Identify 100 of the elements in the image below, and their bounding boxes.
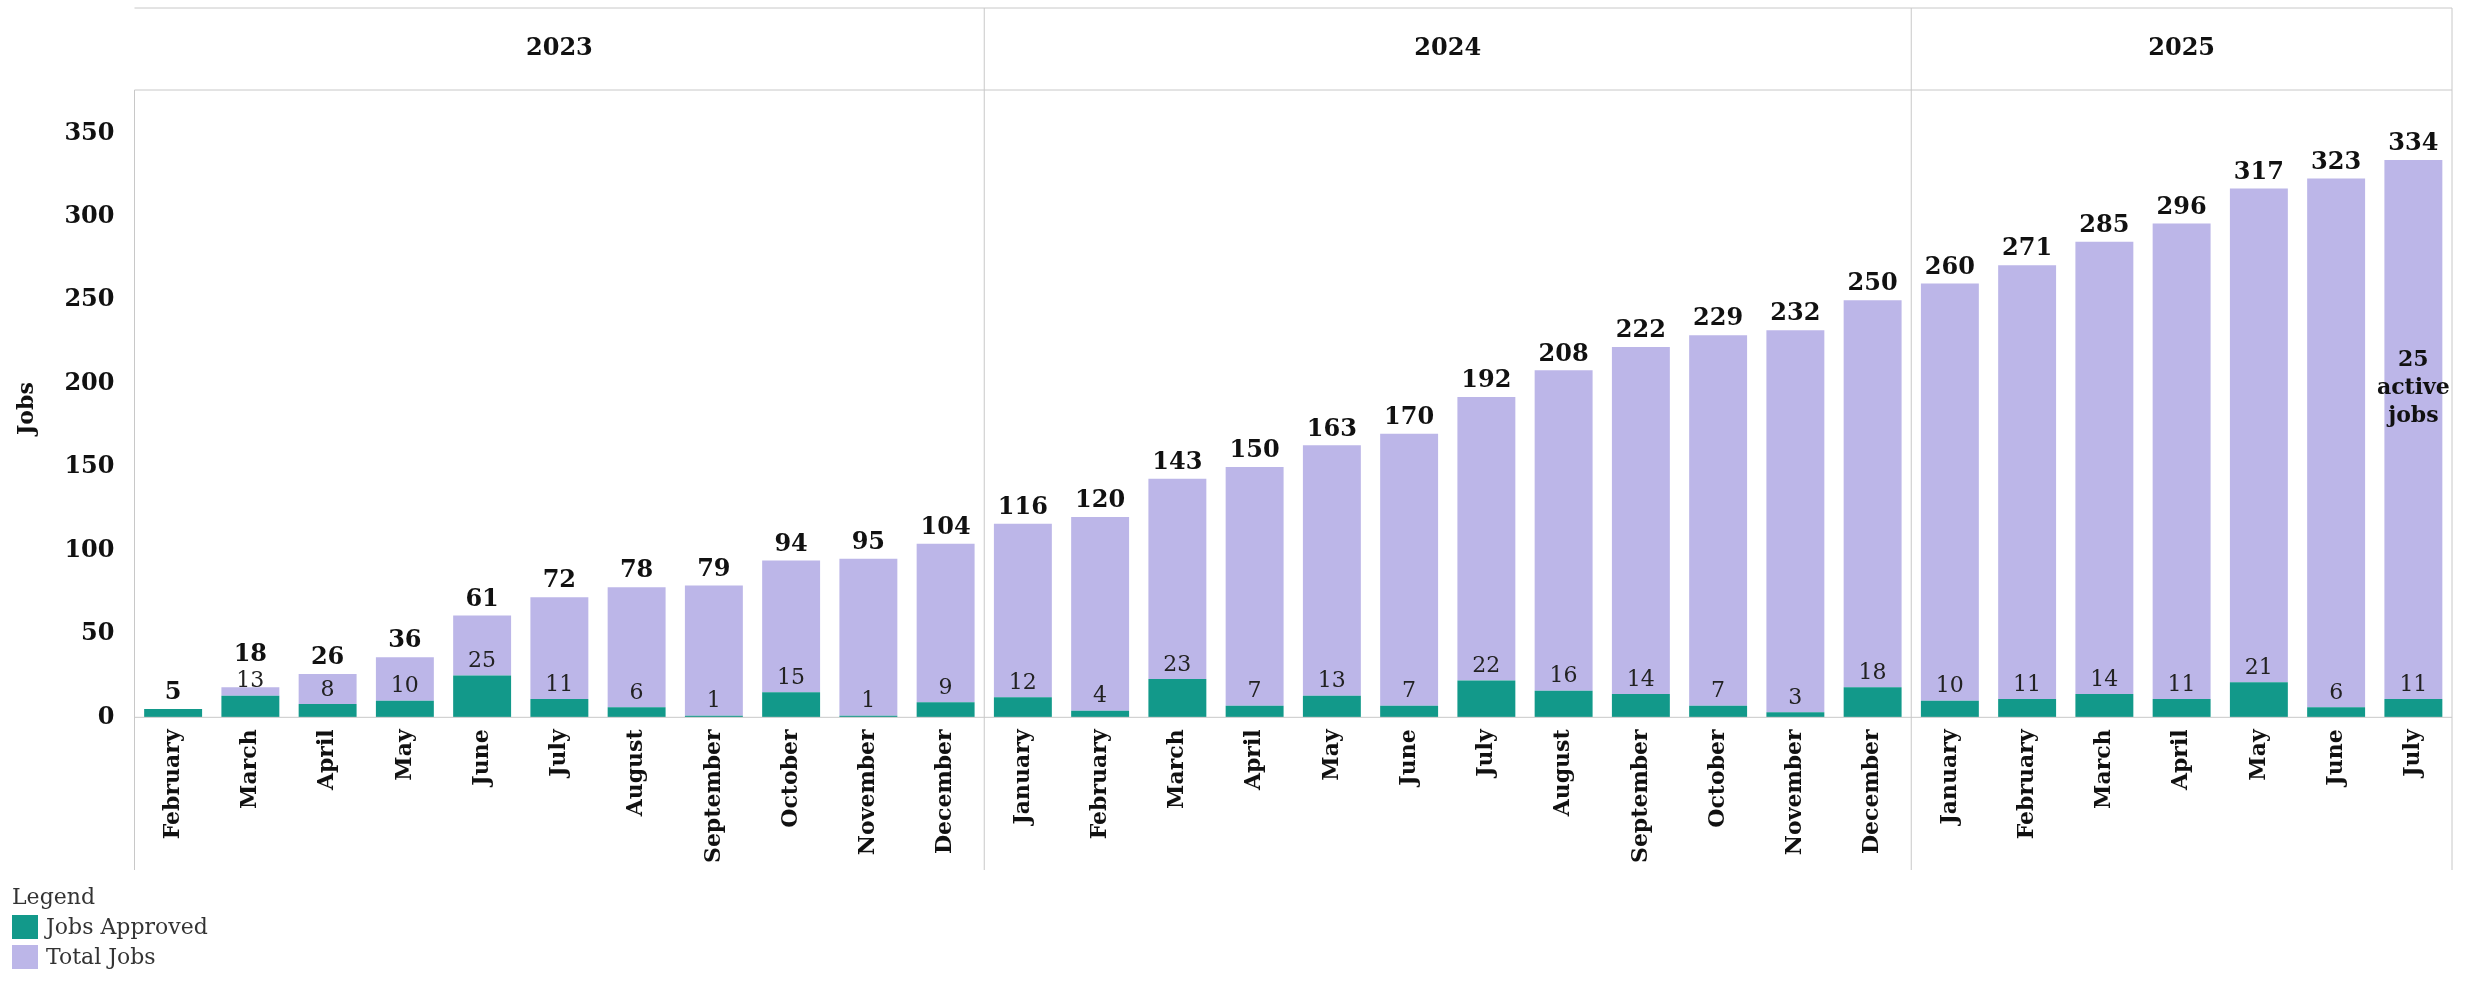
bar (1920, 283, 1979, 701)
data-label: 14 (1626, 665, 1655, 691)
bar (1534, 690, 1593, 718)
x-tick-label: October (1702, 728, 1729, 828)
x-tick-label: July (1471, 728, 1498, 779)
bar (1457, 680, 1516, 718)
x-tick-label: August (1548, 728, 1575, 818)
bar (375, 657, 434, 701)
data-label: 1 (861, 687, 876, 713)
bar (1148, 478, 1207, 679)
total-label: 150 (1229, 434, 1280, 464)
bar (221, 687, 280, 696)
bar (375, 700, 434, 718)
total-label: 250 (1847, 267, 1898, 297)
data-label: 11 (2399, 670, 2428, 696)
data-label: 25 (468, 647, 497, 673)
bar (1380, 705, 1439, 718)
x-tick-label: November (1780, 728, 1807, 856)
total-label: 72 (542, 564, 577, 594)
x-tick-label: February (157, 728, 184, 840)
total-label: 104 (920, 511, 971, 541)
x-tick-label: October (775, 728, 802, 828)
total-label: 143 (1152, 445, 1203, 475)
bar (1689, 335, 1748, 706)
data-label: 14 (2090, 665, 2119, 691)
x-tick-label: July (544, 728, 571, 779)
text: 2023 (525, 32, 593, 62)
total-label: 170 (1384, 400, 1435, 430)
bar (607, 587, 666, 708)
bar (1998, 265, 2057, 699)
y-tick-label: 250 (64, 283, 115, 313)
data-label: 13 (1317, 667, 1346, 693)
total-label: 229 (1693, 302, 1744, 332)
x-tick-label: June (2320, 729, 2347, 788)
text: 2025 (2148, 32, 2216, 62)
bar (1302, 445, 1361, 696)
x-tick-label: February (2011, 728, 2038, 840)
total-label: 78 (619, 554, 654, 584)
legend-label: Jobs Approved (46, 913, 208, 941)
x-tick-label: June (466, 729, 493, 788)
bar (1766, 712, 1825, 718)
total-label: 317 (2233, 155, 2284, 185)
y-tick-label: 150 (64, 450, 115, 480)
total-label: 26 (310, 641, 345, 671)
data-label: 12 (1008, 669, 1037, 695)
total-label: 163 (1306, 412, 1357, 442)
data-label: 6 (2329, 679, 2344, 705)
x-tick-label: April (312, 729, 339, 792)
total-label: 232 (1770, 297, 1821, 327)
x-tick-label: July (2398, 728, 2425, 779)
annotation: 25 active jobs (2376, 345, 2450, 428)
bar (1843, 687, 1902, 718)
bar (2384, 698, 2443, 718)
x-tick-label: March (2089, 729, 2116, 809)
x-tick-label: January (1934, 728, 1961, 827)
bar (1843, 300, 1902, 688)
data-label: 18 (1858, 659, 1887, 685)
total-label: 120 (1075, 484, 1126, 514)
bar (298, 673, 357, 704)
y-tick-label: 50 (81, 617, 115, 647)
total-label: 222 (1615, 314, 1666, 344)
x-tick-label: November (853, 728, 880, 856)
bar (1534, 370, 1593, 691)
total-label: 61 (465, 582, 499, 612)
bar (993, 697, 1052, 718)
y-tick-label: 350 (64, 116, 115, 146)
x-tick-label: April (1239, 729, 1266, 792)
data-label: 9 (938, 674, 953, 700)
bar (1225, 467, 1284, 706)
bar (1611, 693, 1670, 718)
bar (1380, 433, 1439, 706)
legend-label: Total Jobs (46, 943, 156, 971)
data-label: 21 (2244, 654, 2273, 680)
data-label: 7 (1402, 677, 1417, 703)
data-label: 10 (1935, 672, 1964, 698)
bar (2075, 693, 2134, 718)
bar (839, 558, 898, 716)
data-label: 8 (320, 675, 335, 701)
bar (1766, 330, 1825, 713)
total-label: 192 (1461, 364, 1512, 394)
bar (684, 585, 743, 716)
y-tick-label: 0 (97, 700, 115, 730)
legend-title: Legend (12, 883, 96, 911)
text: 2024 (1414, 32, 1482, 62)
bar (2229, 188, 2288, 683)
total-label: 285 (2079, 209, 2130, 239)
total-label: 208 (1538, 337, 1589, 367)
x-tick-label: April (2166, 729, 2193, 792)
y-axis-title: Jobs (11, 382, 38, 438)
bar (762, 692, 821, 718)
bar (221, 695, 280, 718)
total-label: 95 (851, 526, 886, 556)
bar (453, 675, 512, 718)
data-label: 16 (1549, 662, 1578, 688)
data-label: 10 (390, 672, 419, 698)
x-tick-label: May (389, 728, 416, 781)
data-label: 11 (545, 670, 574, 696)
bar (2152, 698, 2211, 718)
bar (607, 707, 666, 718)
data-label: 1 (706, 687, 721, 713)
